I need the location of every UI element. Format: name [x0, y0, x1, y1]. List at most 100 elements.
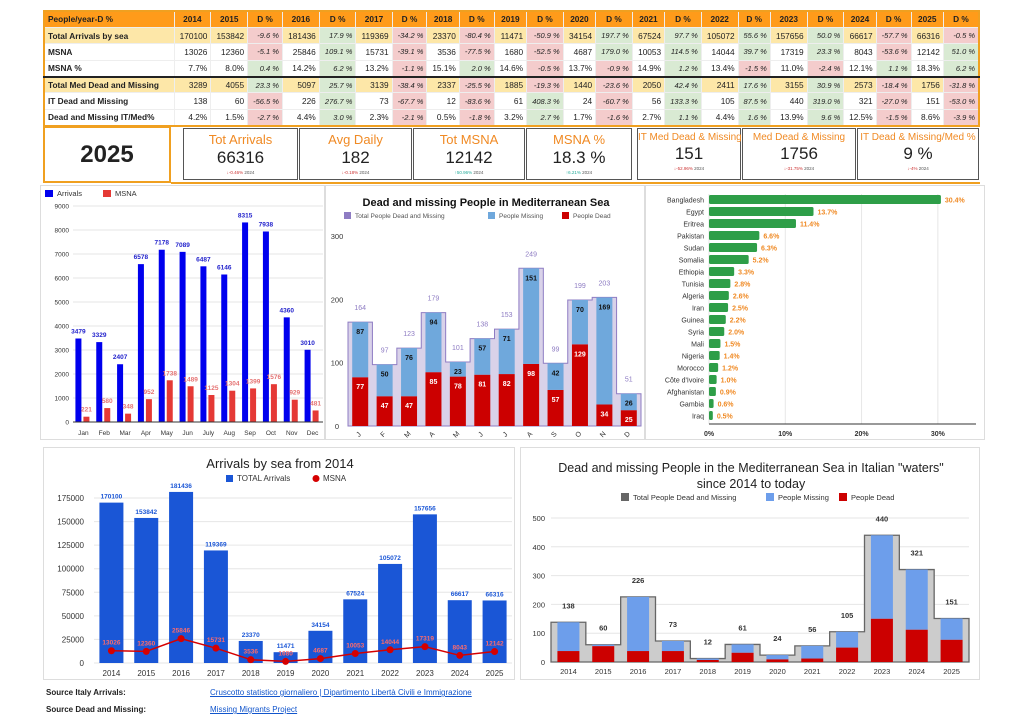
delta-cell: -3.9 % — [942, 108, 980, 127]
bar-arrivals — [96, 342, 103, 422]
data-label-missing: 94 — [430, 320, 438, 327]
x-tick-label: 2021 — [804, 667, 821, 676]
value-cell: 2337 — [426, 75, 460, 94]
table-row: IT Dead and Missing 138 60 -56.5 % 226 276.7 … — [43, 92, 980, 110]
data-label: 13.7% — [818, 210, 839, 217]
row-label: MSNA % — [43, 59, 175, 78]
delta-cell: 319.0 % — [806, 92, 845, 110]
x-tick-label: O — [574, 430, 583, 439]
country-label: Bangladesh — [667, 198, 704, 205]
bar-dead — [449, 376, 466, 426]
data-label-total: 24 — [773, 634, 782, 643]
value-cell: 56 — [631, 92, 666, 110]
data-label-dead: 77 — [356, 384, 364, 391]
row-label: IT Dead and Missing — [43, 92, 175, 110]
data-label: 2.6% — [733, 294, 750, 301]
value-cell: 8.6% — [910, 108, 944, 127]
value-cell: 181436 — [281, 26, 320, 45]
data-label-total: 164 — [354, 305, 366, 312]
bar-country — [709, 363, 719, 372]
msna-point — [247, 656, 255, 664]
bar-dead — [905, 629, 928, 662]
delta-cell: -39.1 % — [391, 43, 428, 61]
value-cell: 4055 — [210, 75, 249, 94]
data-label-arrivals: 4360 — [280, 307, 295, 314]
kpi-delta-ref: 2024 — [918, 166, 929, 171]
y-tick-label: 175000 — [57, 494, 84, 503]
value-cell: 3.2% — [493, 108, 528, 127]
bar-country — [709, 387, 716, 396]
legend-label: People Missing — [499, 213, 543, 220]
data-label: 1.0% — [721, 378, 738, 385]
bar-missing — [870, 535, 893, 619]
msna-point — [177, 635, 185, 643]
delta-cell: -0.9 % — [595, 59, 633, 78]
data-label-dead: 81 — [478, 382, 486, 389]
value-cell: 10053 — [631, 43, 666, 61]
kpi-card: IT Dead & Missing/Med % 9 % ↓-4% 2024 — [857, 128, 979, 180]
msna-point — [282, 657, 290, 665]
bar-msna — [166, 380, 173, 422]
msna-line — [111, 637, 495, 663]
country-label: Côte d'Ivoire — [665, 378, 704, 385]
value-cell: 1680 — [493, 43, 528, 61]
kpi-title: MSNA % — [552, 132, 605, 147]
delta-cell: -34.2 % — [391, 26, 428, 45]
bar-missing — [401, 348, 418, 397]
header-year: 2021 — [631, 10, 666, 28]
bar-country — [709, 411, 713, 420]
y-tick-label: 150000 — [57, 518, 84, 527]
country-label: Sudan — [684, 246, 704, 253]
delta-cell: -2.4 % — [806, 59, 845, 78]
x-tick-label: J — [355, 431, 362, 438]
value-cell: 4687 — [562, 43, 597, 61]
y-tick-label: 500 — [532, 514, 545, 523]
data-label-msna: 13026 — [102, 640, 120, 647]
delta-cell: 2.7 % — [526, 108, 564, 127]
legend-swatch-msna — [103, 190, 111, 197]
table-header-row: People/year-D % 2014 2015 D % 2016 D % 2017 D %… — [43, 10, 980, 28]
kpi-value: 182 — [341, 148, 370, 167]
bar-missing — [474, 338, 491, 375]
bar-country — [709, 375, 717, 384]
value-cell: 73 — [355, 92, 393, 110]
data-label-arrivals: 7938 — [259, 221, 274, 228]
header-delta: D % — [875, 10, 912, 28]
msna-point — [421, 643, 429, 651]
country-label: Syria — [688, 330, 704, 337]
x-tick-label: 2025 — [943, 667, 960, 676]
source-arrivals-link[interactable]: Cruscotto statistico giornaliero | Dipar… — [210, 688, 472, 697]
bar-country — [709, 399, 714, 408]
header-delta: D % — [664, 10, 702, 28]
data-label: 1.4% — [724, 354, 741, 361]
bar-arrivals — [412, 514, 437, 663]
value-cell: 170100 — [173, 26, 212, 45]
bar-missing — [376, 364, 393, 397]
bar-msna — [250, 388, 257, 422]
data-label-total: 226 — [632, 576, 645, 585]
data-label-missing: 70 — [576, 307, 584, 314]
delta-cell: -1.1 % — [391, 59, 428, 78]
delta-cell: -19.3 % — [526, 75, 564, 94]
kpi-strip — [171, 125, 980, 184]
msna-point — [456, 651, 464, 659]
value-cell: 8043 — [843, 43, 877, 61]
bar-msna — [145, 399, 152, 422]
bar-arrivals — [75, 338, 82, 422]
data-label-total: 151 — [945, 598, 958, 607]
bar-missing — [801, 645, 824, 659]
source-dead-link[interactable]: Missing Migrants Project — [210, 705, 298, 714]
delta-cell: 17.9 % — [318, 26, 357, 45]
data-label: 6.3% — [761, 246, 778, 253]
x-tick-label: S — [550, 431, 558, 439]
x-tick-label: 2024 — [451, 669, 469, 678]
x-tick-label: 20% — [855, 431, 870, 438]
data-label-arrivals: 66316 — [486, 591, 504, 598]
data-label: 30.4% — [945, 198, 966, 205]
header-year: 2022 — [700, 10, 739, 28]
x-tick-label: 2015 — [137, 669, 155, 678]
data-label-dead: 78 — [454, 384, 462, 391]
kpi-card: Avg Daily 182 ↓-0.18% 2024 — [299, 128, 412, 180]
header-delta: D % — [806, 10, 845, 28]
legend-swatch — [562, 212, 569, 219]
